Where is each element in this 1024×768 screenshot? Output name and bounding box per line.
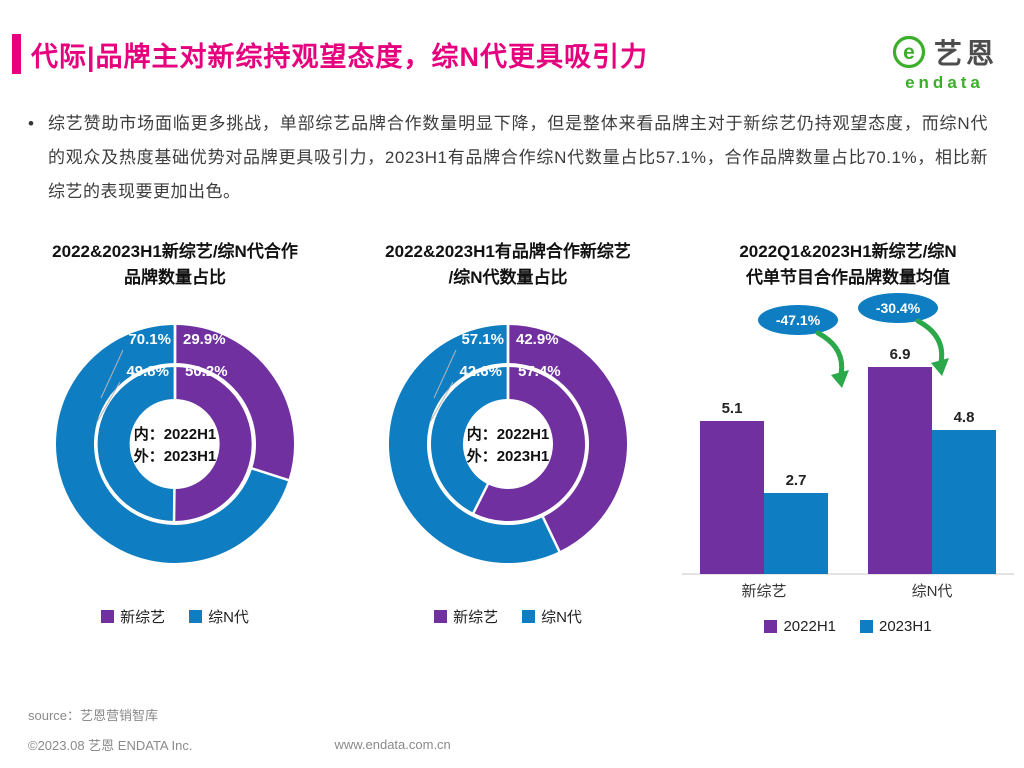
legend-swatch-blue (860, 620, 873, 633)
bar-chart-avg-brands: 5.1 2.7 新综艺 -47.1% 6.9 4.8 综N代 -30.4% (682, 293, 1014, 600)
summary-bullet: • 综艺赞助市场面临更多挑战，单部综艺品牌合作数量明显下降，但是整体来看品牌主对… (0, 93, 1024, 209)
chart-title-1: 2022&2023H1新综艺/综N代合作 品牌数量占比 (52, 239, 298, 290)
svg-text:2.7: 2.7 (786, 472, 807, 489)
footer-line: ©2023.08 艺恩 ENDATA Inc. www.endata.com.c… (28, 735, 451, 754)
legend-item-2022H1: 2022H1 (764, 618, 836, 635)
svg-text:-30.4%: -30.4% (876, 300, 921, 316)
legend-label: 新综艺 (453, 609, 499, 626)
title-block: 代际|品牌主对新综持观望态度，综N代更具吸引力 (12, 34, 648, 74)
header: 代际|品牌主对新综持观望态度，综N代更具吸引力 e 艺恩 endata (0, 0, 1024, 93)
svg-text:42.9%: 42.9% (516, 331, 559, 348)
svg-text:42.6%: 42.6% (459, 363, 502, 380)
donut-chart-brand-count: 70.1% 29.9% 49.8% 50.2% 内：2022H1 外：2023H1 (56, 323, 294, 563)
svg-text:外：2023H1: 外：2023H1 (466, 447, 550, 465)
svg-text:内：2022H1: 内：2022H1 (134, 425, 217, 443)
legend-label: 综N代 (208, 609, 249, 626)
page-title: 代际|品牌主对新综持观望态度，综N代更具吸引力 (31, 41, 649, 72)
svg-text:70.1%: 70.1% (128, 331, 171, 348)
chart-title-2-line1: 2022&2023H1有品牌合作新综艺 (385, 242, 631, 261)
legend-swatch-blue (522, 610, 536, 623)
footer: source：艺恩营销智库 ©2023.08 艺恩 ENDATA Inc. ww… (28, 705, 451, 754)
svg-text:29.9%: 29.9% (183, 331, 226, 348)
chart-title-2-line2: /综N代数量占比 (448, 267, 568, 287)
title-accent-bar (12, 34, 21, 74)
legend-swatch-purple (434, 610, 448, 623)
svg-text:-47.1%: -47.1% (776, 312, 821, 328)
chart-brand-count-share: 2022&2023H1新综艺/综N代合作 品牌数量占比 70.1% 29.9% 49… (10, 239, 340, 627)
legend-label: 新综艺 (120, 609, 166, 626)
chart-title-3-line2: 代单节目合作品牌数量均值 (745, 267, 950, 287)
legend-item-new-variety: 新综艺 (101, 606, 165, 627)
chart-title-2: 2022&2023H1有品牌合作新综艺 /综N代数量占比 (385, 239, 631, 290)
logo-top-row: e 艺恩 (891, 32, 998, 72)
endata-logo: e 艺恩 endata (891, 32, 998, 93)
donut-chart-sponsored-shows: 57.1% 42.9% 42.6% 57.4% 内：2022H1 外：2023H1 (389, 323, 627, 563)
svg-text:内：2022H1: 内：2022H1 (467, 425, 550, 443)
legend-item-n-gen: 综N代 (522, 606, 582, 627)
legend-item-2023H1: 2023H1 (860, 618, 932, 635)
legend-chart-1: 新综艺 综N代 (101, 606, 249, 627)
svg-text:e: e (903, 41, 915, 64)
legend-chart-2: 新综艺 综N代 (434, 606, 582, 627)
legend-swatch-purple (764, 620, 778, 633)
legend-label: 2023H1 (879, 618, 932, 635)
chart-title-1-line2: 品牌数量占比 (124, 267, 226, 287)
svg-text:6.9: 6.9 (890, 346, 911, 363)
svg-text:57.4%: 57.4% (518, 363, 561, 380)
bullet-dot: • (28, 114, 34, 133)
website-text: www.endata.com.cn (334, 737, 451, 752)
chart-title-3: 2022Q1&2023H1新综艺/综N 代单节目合作品牌数量均值 (739, 239, 956, 290)
endata-logo-icon: e (892, 35, 926, 69)
chart-title-1-line1: 2022&2023H1新综艺/综N代合作 (52, 242, 298, 261)
svg-text:5.1: 5.1 (722, 400, 743, 417)
svg-text:50.2%: 50.2% (185, 363, 228, 380)
logo-brand-cn: 艺恩 (933, 38, 998, 69)
legend-swatch-purple (101, 610, 115, 623)
summary-text: 综艺赞助市场面临更多挑战，单部综艺品牌合作数量明显下降，但是整体来看品牌主对于新… (47, 114, 988, 201)
svg-text:49.8%: 49.8% (126, 363, 169, 380)
charts-row: 2022&2023H1新综艺/综N代合作 品牌数量占比 70.1% 29.9% 49… (0, 209, 1024, 635)
source-note: source：艺恩营销智库 (28, 708, 159, 723)
svg-text:新综艺: 新综艺 (741, 583, 786, 600)
svg-text:57.1%: 57.1% (461, 331, 504, 348)
logo-brand-en: endata (905, 73, 984, 92)
legend-swatch-blue (189, 610, 203, 623)
svg-text:综N代: 综N代 (912, 583, 953, 600)
copyright-text: ©2023.08 艺恩 ENDATA Inc. (28, 738, 193, 753)
svg-text:4.8: 4.8 (954, 409, 975, 426)
legend-item-n-gen: 综N代 (189, 606, 249, 627)
chart-sponsored-show-share: 2022&2023H1有品牌合作新综艺 /综N代数量占比 57.1% 42.9% 4… (340, 239, 676, 627)
legend-label: 综N代 (541, 609, 582, 626)
chart-avg-brands-per-show: 2022Q1&2023H1新综艺/综N 代单节目合作品牌数量均值 5.1 2.7 新… (676, 239, 1020, 635)
legend-item-new-variety: 新综艺 (434, 606, 498, 627)
legend-label: 2022H1 (783, 618, 836, 635)
svg-text:外：2023H1: 外：2023H1 (133, 447, 217, 465)
chart-title-3-line1: 2022Q1&2023H1新综艺/综N (739, 242, 957, 261)
legend-chart-3: 2022H1 2023H1 (764, 618, 932, 635)
